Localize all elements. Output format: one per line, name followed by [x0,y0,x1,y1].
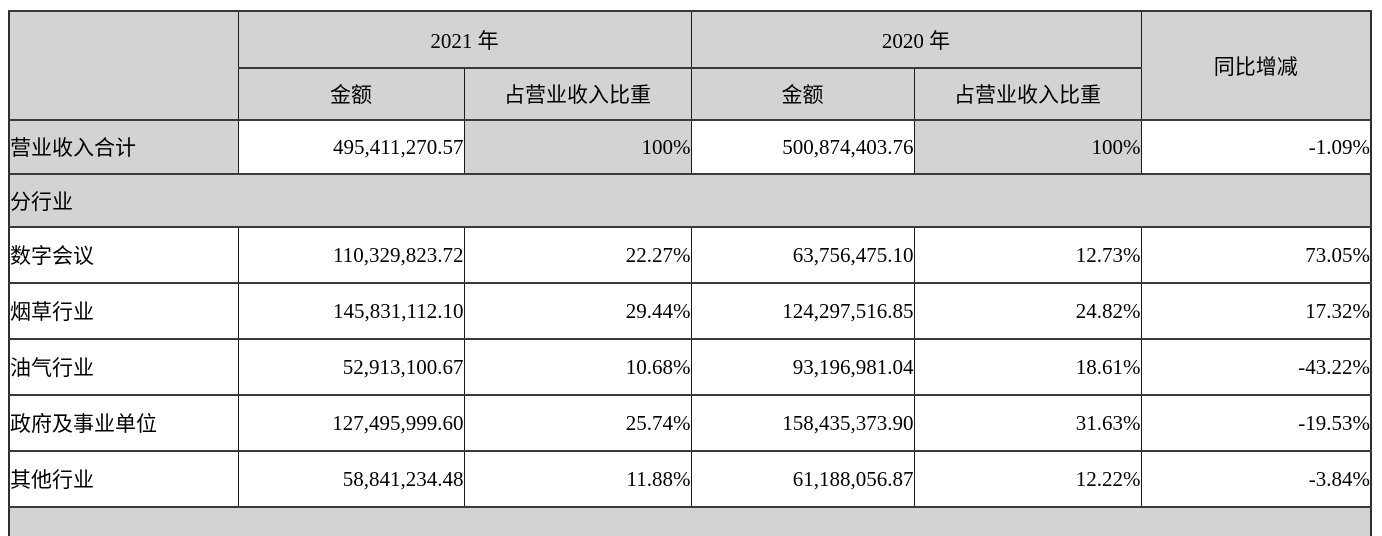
yoy-cell: 73.05% [1140,226,1372,284]
pct-2021-cell: 22.27% [463,226,692,284]
yoy-cell: 17.32% [1140,282,1372,340]
pct-2020-cell: 100% [913,119,1142,175]
section-label: 分行业 [8,173,1372,228]
table-row: 数字会议 110,329,823.72 22.27% 63,756,475.10… [8,226,1372,284]
amount-2021-cell: 127,495,999.60 [237,394,465,452]
clipped-section-cell [8,506,1372,536]
amount-2020-cell: 124,297,516.85 [690,282,915,340]
header-row-measures: 金额 占营业收入比重 金额 占营业收入比重 [9,67,1371,121]
corner-cell [8,10,239,121]
pct-2021-cell: 25.74% [463,394,692,452]
amount-2020-cell: 61,188,056.87 [690,450,915,508]
pct-2020-cell: 31.63% [913,394,1142,452]
pct-2021-cell: 11.88% [463,450,692,508]
row-label: 其他行业 [8,450,239,508]
yoy-cell: -19.53% [1140,394,1372,452]
pct-2021-cell: 100% [463,119,692,175]
pct-2020-cell: 12.22% [913,450,1142,508]
table-row: 油气行业 52,913,100.67 10.68% 93,196,981.04 … [8,338,1372,396]
next-section-row-clipped [8,506,1372,536]
pct-2021-cell: 29.44% [463,282,692,340]
amount-2020-cell: 93,196,981.04 [690,338,915,396]
amount-2020-cell: 500,874,403.76 [690,119,915,175]
amount-2021-cell: 58,841,234.48 [237,450,465,508]
table-row: 政府及事业单位 127,495,999.60 25.74% 158,435,37… [8,394,1372,452]
table-row: 其他行业 58,841,234.48 11.88% 61,188,056.87 … [8,450,1372,508]
year-2020-header: 2020 年 [690,10,1142,69]
header-row-years: 2021 年 2020 年 同比增减 [8,10,1372,121]
revenue-by-industry-table: 2021 年 2020 年 同比增减 金额 占营业收入比重 金额 占营业收入比重… [8,10,1372,536]
pct-2020-cell: 12.73% [913,226,1142,284]
pct-2021-cell: 10.68% [463,338,692,396]
pct-2020-cell: 18.61% [913,338,1142,396]
pct-2020-header: 占营业收入比重 [913,67,1142,121]
year-2021-header: 2021 年 [237,10,692,69]
row-label: 营业收入合计 [8,119,239,175]
yoy-change-header: 同比增减 [1140,10,1372,121]
total-revenue-row: 营业收入合计 495,411,270.57 100% 500,874,403.7… [8,119,1372,175]
row-label: 油气行业 [8,338,239,396]
pct-2020-cell: 24.82% [913,282,1142,340]
amount-2021-cell: 110,329,823.72 [237,226,465,284]
row-label: 数字会议 [8,226,239,284]
amount-2020-cell: 158,435,373.90 [690,394,915,452]
section-row-by-industry: 分行业 [8,173,1372,228]
amount-2020-cell: 63,756,475.10 [690,226,915,284]
amount-2020-header: 金额 [690,67,915,121]
pct-2021-header: 占营业收入比重 [463,67,692,121]
table-row: 烟草行业 145,831,112.10 29.44% 124,297,516.8… [8,282,1372,340]
amount-2021-cell: 145,831,112.10 [237,282,465,340]
yoy-cell: -43.22% [1140,338,1372,396]
row-label: 烟草行业 [8,282,239,340]
amount-2021-cell: 52,913,100.67 [237,338,465,396]
yoy-cell: -3.84% [1140,450,1372,508]
yoy-cell: -1.09% [1140,119,1372,175]
amount-2021-cell: 495,411,270.57 [237,119,465,175]
row-label: 政府及事业单位 [8,394,239,452]
amount-2021-header: 金额 [237,67,465,121]
